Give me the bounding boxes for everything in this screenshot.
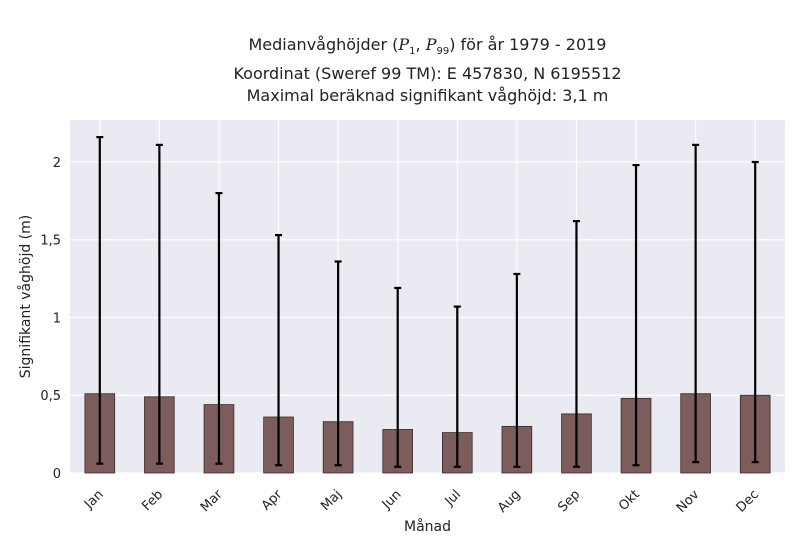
x-tick-label: Aug [495, 487, 524, 516]
y-tick-label: 1 [53, 311, 61, 326]
plot-area [70, 120, 785, 473]
y-tick-label: 0,5 [40, 389, 61, 404]
y-tick-label: 2 [53, 156, 61, 171]
x-tick-label: Mar [198, 487, 226, 515]
chart-title-line-3: Maximal beräknad signifikant våghöjd: 3,… [246, 86, 609, 106]
x-axis-ticks: Jan Feb Mar Apr Maj Jun Jul Aug Sep Okt Nov Dec [81, 487, 762, 516]
x-tick-label: Jan [81, 487, 106, 512]
y-tick-label: 1,5 [40, 234, 61, 249]
x-tick-label: Feb [139, 487, 166, 514]
x-tick-label: Nov [674, 487, 703, 516]
x-tick-label: Apr [259, 487, 286, 514]
y-tick-label: 0 [53, 467, 61, 482]
error-bars [96, 136, 759, 468]
x-tick-label: Maj [318, 487, 345, 514]
y-axis-label: Signifikant våghöjd (m) [17, 215, 34, 378]
x-tick-label: Jul [442, 487, 464, 509]
chart-title-line-1: Medianvåghöjder (P1, P99) för år 1979 - … [248, 35, 607, 58]
chart-title-line-2: Koordinat (Sweref 99 TM): E 457830, N 61… [233, 64, 622, 84]
x-tick-label: Jun [379, 487, 405, 513]
x-axis-label: Månad [404, 518, 451, 535]
y-axis-ticks: 0 0,5 1 1,5 2 [40, 156, 61, 482]
x-tick-label: Okt [616, 487, 643, 514]
x-tick-label: Dec [734, 487, 762, 515]
chart-title: Medianvåghöjder (P1, P99) för år 1979 - … [70, 34, 785, 107]
x-tick-label: Sep [555, 487, 583, 515]
